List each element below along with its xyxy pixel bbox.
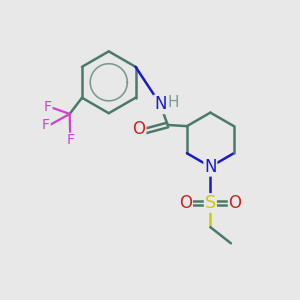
Text: F: F (44, 100, 52, 115)
Text: H: H (168, 94, 179, 110)
Text: S: S (205, 194, 216, 212)
Text: F: F (42, 118, 50, 132)
Text: N: N (204, 158, 217, 176)
Text: O: O (229, 194, 242, 212)
Text: N: N (154, 95, 167, 113)
Text: O: O (133, 120, 146, 138)
Text: O: O (179, 194, 192, 212)
Text: F: F (66, 134, 74, 147)
